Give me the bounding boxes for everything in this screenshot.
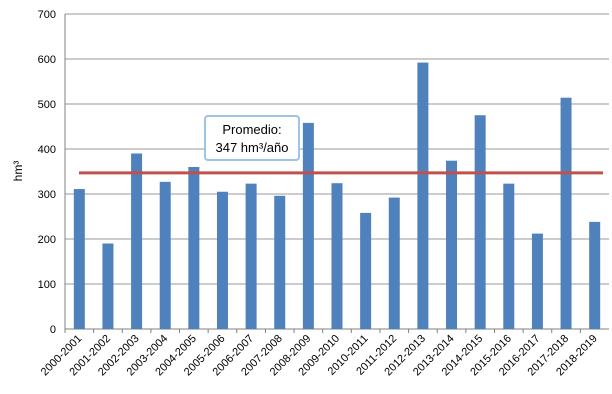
bar bbox=[331, 183, 343, 329]
y-tick-label: 100 bbox=[38, 279, 56, 291]
y-tick-label: 600 bbox=[38, 54, 56, 66]
y-tick-label: 200 bbox=[38, 234, 56, 246]
y-tick-label: 500 bbox=[38, 99, 56, 111]
bar bbox=[589, 221, 601, 329]
y-tick-label: 700 bbox=[38, 9, 56, 21]
bars bbox=[73, 62, 601, 330]
bar bbox=[131, 153, 143, 329]
bar bbox=[73, 189, 85, 329]
bar bbox=[360, 212, 372, 329]
bar bbox=[531, 233, 543, 329]
bar bbox=[188, 167, 200, 329]
bar bbox=[245, 183, 257, 329]
bar bbox=[446, 160, 458, 329]
bar bbox=[560, 97, 572, 329]
bar bbox=[216, 191, 228, 329]
bar bbox=[388, 197, 400, 329]
bar bbox=[159, 181, 171, 329]
y-tick-label: 0 bbox=[50, 324, 56, 336]
y-tick-label: 400 bbox=[38, 144, 56, 156]
average-label-line1: Promedio: bbox=[222, 122, 281, 137]
average-label-box bbox=[204, 115, 300, 161]
bar bbox=[503, 183, 515, 329]
bar bbox=[274, 195, 286, 329]
average-annotation: Promedio: 347 hm³/año bbox=[204, 115, 300, 161]
bar bbox=[302, 122, 314, 330]
bar bbox=[102, 243, 114, 329]
y-tick-label: 300 bbox=[38, 189, 56, 201]
bar bbox=[474, 115, 486, 329]
x-axis: 2000-20012001-20022002-20032003-20042004… bbox=[39, 329, 600, 378]
bar bbox=[417, 62, 429, 329]
y-axis-title: hm³ bbox=[11, 161, 25, 182]
average-label-line2: 347 hm³/año bbox=[216, 140, 289, 155]
